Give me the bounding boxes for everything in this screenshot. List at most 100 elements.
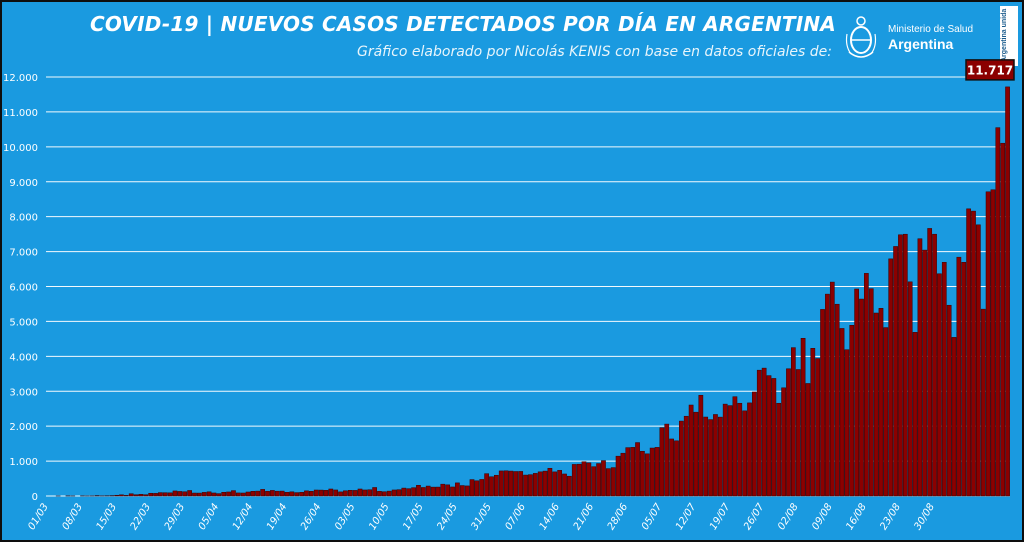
bar (795, 369, 801, 497)
bar (825, 293, 830, 497)
argentina-unida-badge: Argentina unida (1000, 6, 1018, 66)
bar (435, 486, 441, 497)
bar (873, 312, 879, 497)
bar (245, 491, 251, 497)
bar (498, 470, 504, 497)
bar (226, 491, 231, 497)
bar (542, 470, 548, 497)
bar (479, 479, 485, 497)
bar (805, 383, 811, 497)
y-tick-label: 2.000 (9, 422, 38, 433)
bar (781, 387, 786, 497)
bar (932, 233, 937, 497)
bar (907, 281, 913, 497)
bar (717, 416, 723, 497)
bar (878, 308, 884, 497)
coat-of-arms-icon (845, 16, 877, 58)
bar (250, 491, 256, 497)
x-tick-label: 07/06 (504, 502, 529, 532)
chart-subtitle: Gráfico elaborado por Nicolás KENIS con … (356, 44, 832, 60)
grid-layer (46, 76, 1010, 497)
y-tick-label: 4.000 (9, 352, 38, 363)
bar (552, 471, 558, 497)
bar (722, 403, 728, 497)
bar (922, 249, 928, 497)
y-tick-label: 12.000 (3, 73, 38, 84)
bar (260, 489, 266, 497)
bar (401, 487, 407, 497)
x-tick-label: 31/05 (469, 502, 494, 532)
bar (625, 447, 631, 497)
bar (771, 378, 777, 497)
bar (197, 492, 202, 497)
bar (713, 414, 718, 497)
chart-title: COVID-19 | NUEVOS CASOS DETECTADOS POR D… (90, 12, 836, 36)
bar (742, 410, 748, 497)
bar (313, 489, 319, 497)
y-tick-label: 9.000 (9, 178, 38, 189)
bar (114, 494, 119, 497)
x-tick-label: 10/05 (367, 502, 392, 532)
bar (898, 234, 903, 497)
bar (352, 490, 358, 497)
bar (489, 476, 494, 497)
bar (206, 491, 212, 497)
bar (459, 485, 465, 497)
bar (1005, 86, 1010, 497)
x-tick-label: 22/03 (129, 502, 154, 532)
bar (883, 327, 889, 497)
bar (308, 491, 314, 497)
bar (893, 246, 898, 497)
x-tick-label: 26/07 (742, 501, 767, 532)
bar (664, 423, 670, 497)
bar (187, 490, 192, 497)
peak-callout-box (965, 59, 1015, 81)
x-tick-label: 09/08 (810, 502, 835, 532)
bar (133, 494, 139, 497)
bar (523, 474, 528, 497)
bar (956, 256, 962, 497)
bar (854, 288, 859, 497)
bar (927, 228, 933, 497)
bar (902, 233, 908, 497)
bar (937, 273, 942, 497)
bar (304, 490, 309, 497)
bar (849, 325, 855, 497)
bar (235, 492, 241, 497)
bar (829, 281, 835, 497)
bar (537, 471, 543, 497)
bar (995, 127, 1001, 497)
bar (567, 475, 572, 497)
bar (961, 262, 967, 497)
bar (844, 349, 850, 497)
bar (445, 484, 451, 497)
bar (951, 337, 957, 497)
bar (747, 402, 752, 497)
y-tick-label: 7.000 (9, 248, 38, 259)
bar (455, 482, 460, 497)
bar (148, 492, 154, 497)
bar (377, 491, 382, 497)
bar (693, 411, 699, 497)
bar (138, 494, 144, 497)
x-tick-label: 30/08 (912, 502, 937, 532)
bars-layer (55, 86, 1010, 497)
bar (990, 189, 996, 497)
bar (635, 442, 640, 497)
bar (946, 304, 952, 497)
y-tick-label: 6.000 (9, 283, 38, 294)
bar (815, 358, 821, 497)
logo-country-line: Argentina (888, 36, 954, 52)
bar (708, 419, 713, 497)
bar (211, 492, 217, 497)
bar (688, 404, 694, 497)
bar (338, 491, 343, 497)
logo-ministry-line: Ministerio de Salud (888, 24, 974, 35)
bar (372, 487, 377, 497)
bar (703, 416, 709, 497)
bar (503, 470, 509, 497)
bar (620, 452, 626, 497)
bar (474, 480, 480, 497)
